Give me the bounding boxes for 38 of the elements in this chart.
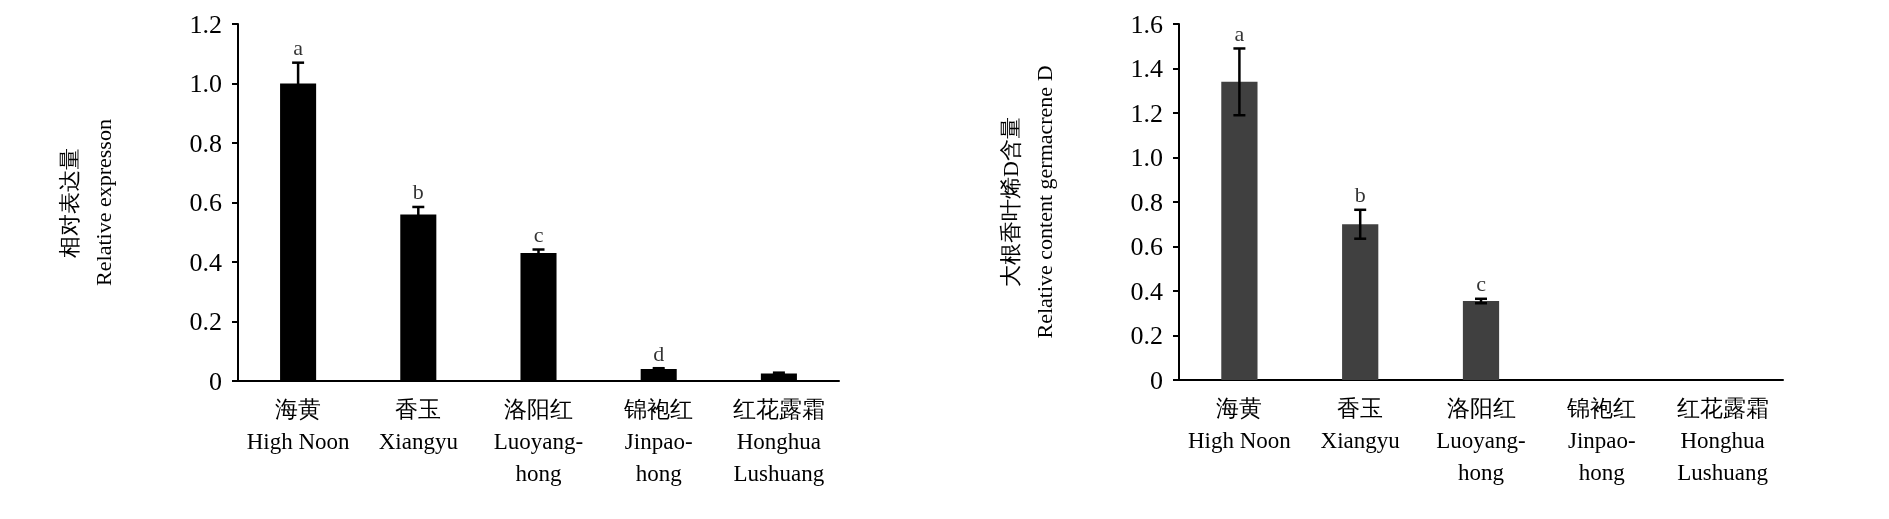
y-tick-label: 1.0	[189, 69, 222, 98]
x-tick-label: 洛阳红 Luoyang- hong	[493, 396, 584, 486]
y-tick-label: 1.4	[1130, 54, 1163, 83]
annotation: a	[1234, 20, 1245, 46]
x-tick-label: 香玉 Xiangyu	[378, 396, 459, 454]
annotation: a	[293, 35, 304, 61]
x-tick-label: 海黄 High Noon	[246, 396, 351, 454]
x-tick-label: 红花露霜 Honghua Lushuang	[732, 396, 825, 486]
y-tick-label: 0.2	[189, 307, 222, 336]
y-tick-label: 0.6	[189, 188, 222, 217]
y-tick-label: 0.6	[1130, 232, 1163, 261]
x-tick-label: 香玉 Xiangyu	[1320, 395, 1401, 453]
y-tick-label: 1.6	[1130, 9, 1163, 39]
y-tick-label: 0.2	[1130, 321, 1163, 350]
x-tick-label: 红花露霜 Honghua Lushuang	[1676, 395, 1769, 485]
bar	[1462, 301, 1500, 380]
y-tick-label: 1.2	[189, 9, 222, 39]
y-tick-label: 0.8	[1130, 187, 1163, 217]
x-tick-label: 锦袍红 Jinpao- hong	[623, 396, 694, 486]
y-tick-label: 0	[1150, 365, 1163, 395]
x-tick-label: 海黄 High Noon	[1187, 395, 1292, 453]
y-tick-label: 1.2	[1130, 98, 1163, 128]
y-tick-label: 0.4	[1130, 276, 1163, 306]
y-axis-title: 大根香叶烯D含量 Relative content germacrene D	[997, 65, 1057, 339]
annotation: d	[653, 340, 665, 366]
bar	[1221, 81, 1258, 380]
annotation: b	[1354, 182, 1366, 208]
y-tick-label: 1.0	[1130, 143, 1163, 172]
annotation: c	[1476, 271, 1487, 297]
x-tick-label: 锦袍红 Jinpao- hong	[1566, 395, 1637, 485]
y-tick-label: 0.8	[189, 128, 222, 158]
bar	[1342, 224, 1379, 380]
annotation: c	[533, 222, 544, 248]
annotation: b	[412, 179, 424, 205]
y-axis-title: 相对表达量 Relative expresson	[56, 119, 116, 286]
y-tick-label: 0.4	[189, 247, 222, 277]
y-tick-label: 0	[209, 366, 222, 396]
x-tick-label: 洛阳红 Luoyang- hong	[1436, 395, 1526, 485]
